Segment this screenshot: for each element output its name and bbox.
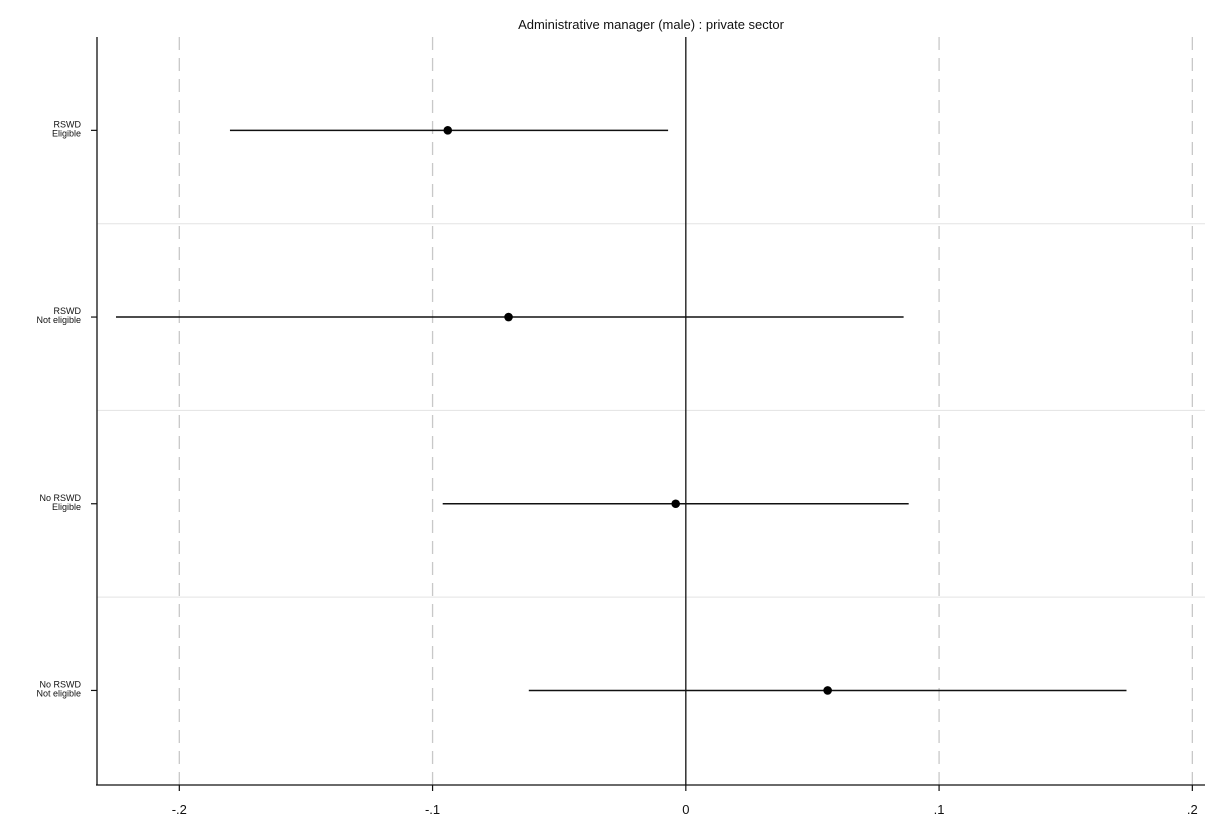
y-category-label-1-line-2: Eligible xyxy=(52,128,81,138)
y-category-label-3-line-2: Eligible xyxy=(52,502,81,512)
point-estimate-3 xyxy=(671,499,680,509)
x-tick-label-2: 0 xyxy=(682,802,689,817)
point-estimate-2 xyxy=(504,312,513,322)
y-category-label-4-line-1: No RSWD xyxy=(39,679,81,689)
point-estimates xyxy=(443,126,832,695)
category-separators xyxy=(97,223,1205,598)
x-tick-label-0: -.2 xyxy=(172,802,187,817)
point-estimate-4 xyxy=(823,686,832,695)
x-tick-label-4: .2 xyxy=(1187,802,1198,817)
point-estimate-1 xyxy=(443,126,453,135)
y-category-label-2-line-2: Not eligible xyxy=(36,315,81,325)
y-category-label-1-line-1: RSWD xyxy=(54,119,82,129)
y-category-label-4-line-2: Not eligible xyxy=(36,688,81,698)
chart-title: Administrative manager (male) : private … xyxy=(518,17,785,32)
y-category-label-2-line-1: RSWD xyxy=(54,306,82,316)
x-tick-label-1: -.1 xyxy=(425,802,440,817)
x-tick-label-3: .1 xyxy=(934,802,945,817)
y-category-label-3-line-1: No RSWD xyxy=(39,493,81,503)
x-axis-ticks: -.2 -.1 0 .1 .2 xyxy=(172,785,1198,817)
